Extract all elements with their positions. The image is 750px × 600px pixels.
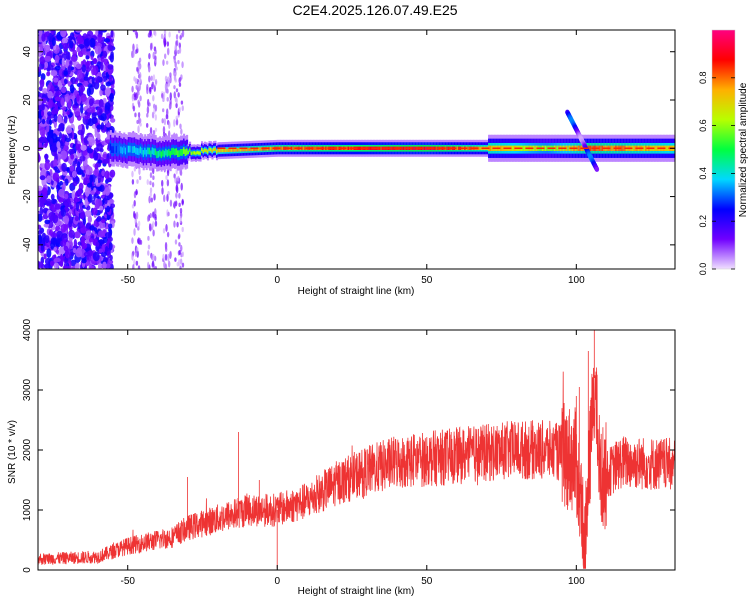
snr-xlabel: Height of straight line (km) xyxy=(298,586,415,597)
spectrogram-axes: -50 0 50 100 -40 -20 0 20 40 xyxy=(22,30,675,286)
snr-xtick-label: 0 xyxy=(274,576,280,587)
spectrogram-ytick-label: 0 xyxy=(22,145,33,151)
figure-title: C2E4.2025.126.07.49.E25 xyxy=(292,2,458,18)
spectrogram-ylabel: Frequency (Hz) xyxy=(7,116,18,185)
spectrogram-xtick-label: 0 xyxy=(274,275,280,286)
colorbar-tick-label: 0.4 xyxy=(698,167,708,180)
colorbar-tick-label: 0.8 xyxy=(698,72,708,85)
spectrogram-xlabel: Height of straight line (km) xyxy=(298,286,415,297)
spectrogram-ytick-label: -20 xyxy=(22,189,33,204)
snr-ytick-label: 1000 xyxy=(22,498,33,521)
spectrogram-xtick-label: -50 xyxy=(120,275,135,286)
snr-xtick-label: -50 xyxy=(120,576,135,587)
spectrogram-ytick-label: 40 xyxy=(22,46,33,58)
colorbar-gradient xyxy=(712,30,735,269)
spectrogram-frame xyxy=(37,29,676,270)
snr-ylabel: SNR (10 * v/v) xyxy=(7,420,18,484)
colorbar-tick-label: 0.6 xyxy=(698,119,708,132)
spectrogram-xtick-label: 50 xyxy=(421,275,433,286)
snr-ytick-label: 4000 xyxy=(22,318,33,341)
colorbar-label: Normalized spectral amplitude xyxy=(738,82,749,217)
snr-ytick-label: 0 xyxy=(22,567,33,573)
spectrogram-panel: -50 0 50 100 -40 -20 0 20 40 Height of straight … xyxy=(7,29,676,297)
snr-xtick-label: 100 xyxy=(568,576,585,587)
spectrogram-image xyxy=(38,30,675,269)
snr-ytick-label: 2000 xyxy=(22,438,33,461)
spectrogram-ytick-label: 20 xyxy=(22,94,33,106)
colorbar: 0.0 0.2 0.4 0.6 0.8 Normalized spectral ampl… xyxy=(698,29,749,276)
colorbar-tick-label: 0.0 xyxy=(698,263,708,276)
spectrogram-ytick-label: -40 xyxy=(22,237,33,252)
spectrogram-xtick-label: 100 xyxy=(568,275,585,286)
snr-series-line xyxy=(38,330,675,569)
snr-xtick-label: 50 xyxy=(421,576,433,587)
snr-ytick-label: 3000 xyxy=(22,378,33,401)
colorbar-tick-label: 0.2 xyxy=(698,215,708,228)
